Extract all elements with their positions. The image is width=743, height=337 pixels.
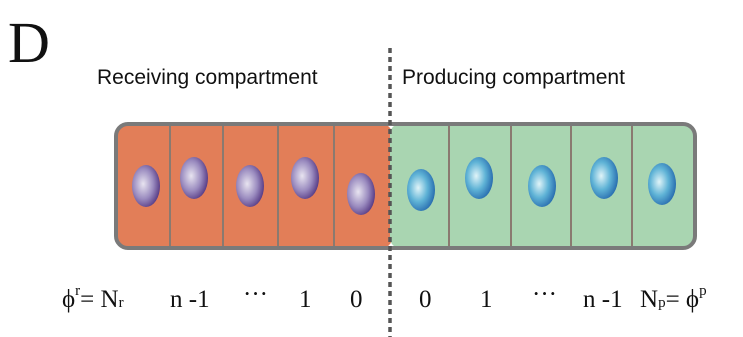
symbol: N bbox=[640, 286, 658, 313]
tube bbox=[116, 124, 695, 248]
index: 1 bbox=[299, 286, 312, 313]
compartment-label: Receiving compartment bbox=[97, 66, 318, 89]
index: 0 bbox=[350, 286, 363, 313]
symbol: ϕ bbox=[62, 286, 75, 313]
superscript: p bbox=[699, 283, 707, 299]
edge-index: ϕr= Nr bbox=[62, 283, 124, 313]
panel-label: D bbox=[8, 10, 50, 75]
edge-index: Np= ϕp bbox=[640, 283, 707, 313]
index: n -1 bbox=[583, 286, 623, 313]
compartment-label: Producing compartment bbox=[402, 66, 625, 89]
index: ··· bbox=[243, 281, 268, 308]
diagram: D Receiving compartment Producing compar… bbox=[0, 0, 743, 337]
index: 1 bbox=[480, 286, 493, 313]
index: 0 bbox=[419, 286, 432, 313]
index: n -1 bbox=[170, 286, 210, 313]
equation: = N bbox=[80, 286, 118, 313]
indices: ϕr= Nr n -1 ··· 1 0 0 1 ··· n -1 Np= ϕp bbox=[62, 281, 707, 313]
subscript: p bbox=[658, 295, 666, 311]
subscript: r bbox=[119, 295, 124, 311]
index: ··· bbox=[532, 281, 557, 308]
equation: = ϕ bbox=[666, 286, 700, 313]
